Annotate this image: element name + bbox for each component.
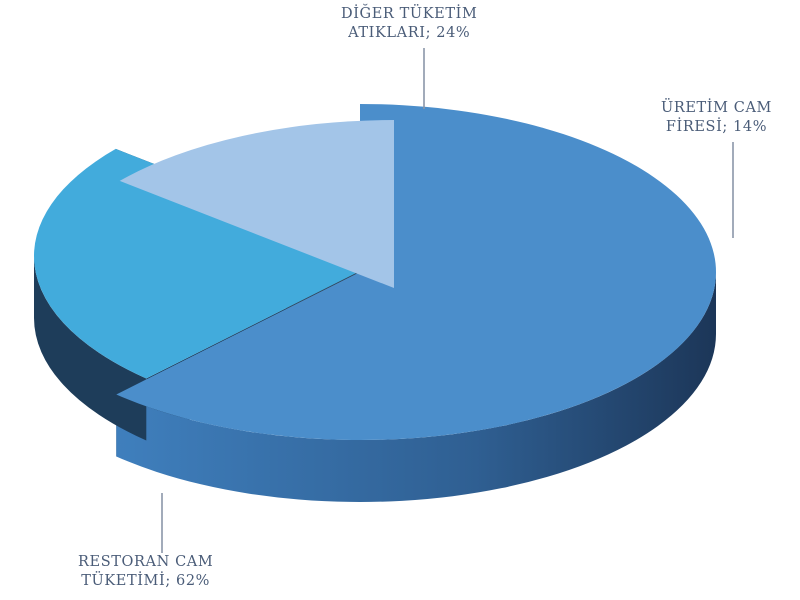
slice-label-restoran: RESTORAN CAM TÜKETİMİ; 62% <box>78 553 213 591</box>
slice-label-diger-line2: ATIKLARI; 24% <box>348 25 471 41</box>
slice-uretim <box>119 120 394 288</box>
pie-tops <box>33 104 717 440</box>
slice-restoran <box>116 104 717 440</box>
leader-lines <box>161 48 734 553</box>
slice-label-restoran-line2: TÜKETİMİ; 62% <box>81 573 211 589</box>
slice-label-uretim-line1: ÜRETİM CAM <box>661 100 772 116</box>
slice-label-diger-line1: DİĞER TÜKETİM <box>341 6 478 22</box>
slice-diger <box>33 148 391 379</box>
slice-label-restoran-line1: RESTORAN CAM <box>78 554 214 570</box>
slice-label-uretim: ÜRETİM CAM FİRESİ; 14% <box>661 99 772 137</box>
slice-restoran-side <box>116 272 717 502</box>
slice-label-uretim-line2: FİRESİ; 14% <box>665 119 768 135</box>
slice-label-diger: DİĞER TÜKETİM ATIKLARI; 24% <box>341 5 477 43</box>
